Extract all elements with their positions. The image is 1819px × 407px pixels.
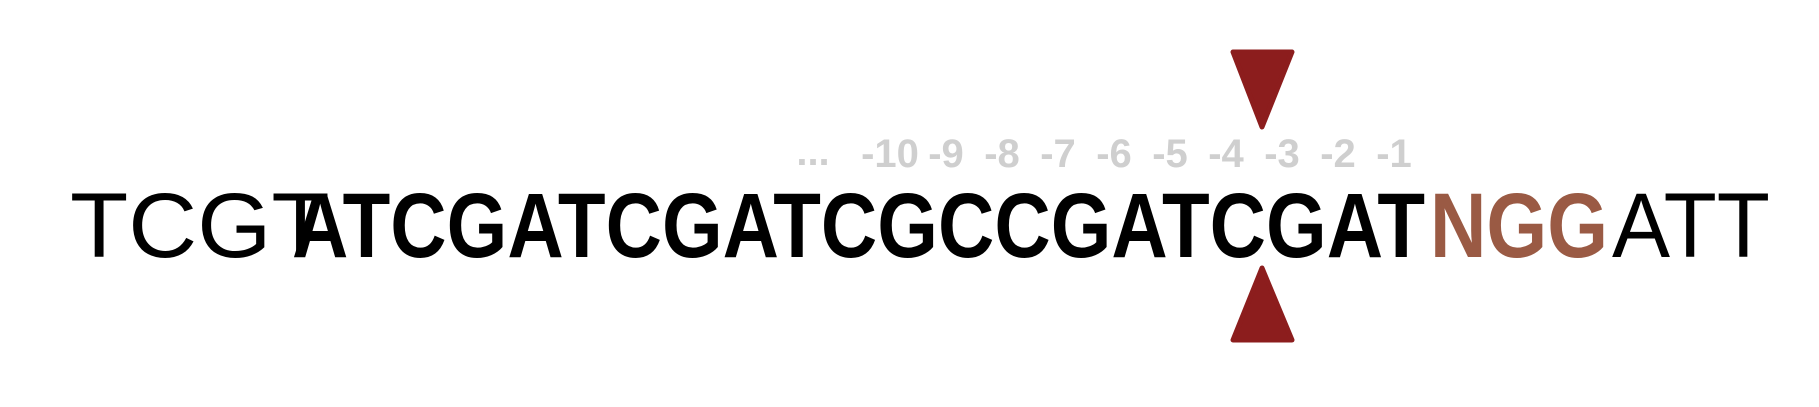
position-label: -6: [1096, 132, 1132, 176]
position-label: -7: [1040, 132, 1076, 176]
cut-marker-bottom-icon: [1230, 265, 1295, 343]
position-label: -1: [1376, 132, 1412, 176]
position-label: -4: [1208, 132, 1244, 176]
sequence-pam: NGG: [1430, 175, 1608, 277]
sequence-flank-left: TCGT: [70, 175, 328, 277]
position-label: -10: [861, 132, 919, 176]
position-ellipsis: ...: [796, 130, 829, 174]
position-label: -9: [928, 132, 964, 176]
cut-marker-top-icon: [1230, 49, 1295, 130]
position-label: -5: [1152, 132, 1188, 176]
position-labels: ... -10 -9 -8 -7 -6 -5 -4 -3 -2 -1: [796, 130, 1411, 176]
sequence-flank-right: ATT: [1612, 175, 1770, 277]
position-label: -8: [984, 132, 1020, 176]
sequence-protospacer: ATCGATCGATCGCCGATCGAT: [292, 175, 1425, 277]
position-label: -3: [1264, 132, 1300, 176]
position-label: -2: [1320, 132, 1356, 176]
dna-sequence: TCGT ATCGATCGATCGCCGATCGAT NGG ATT: [70, 175, 1770, 277]
